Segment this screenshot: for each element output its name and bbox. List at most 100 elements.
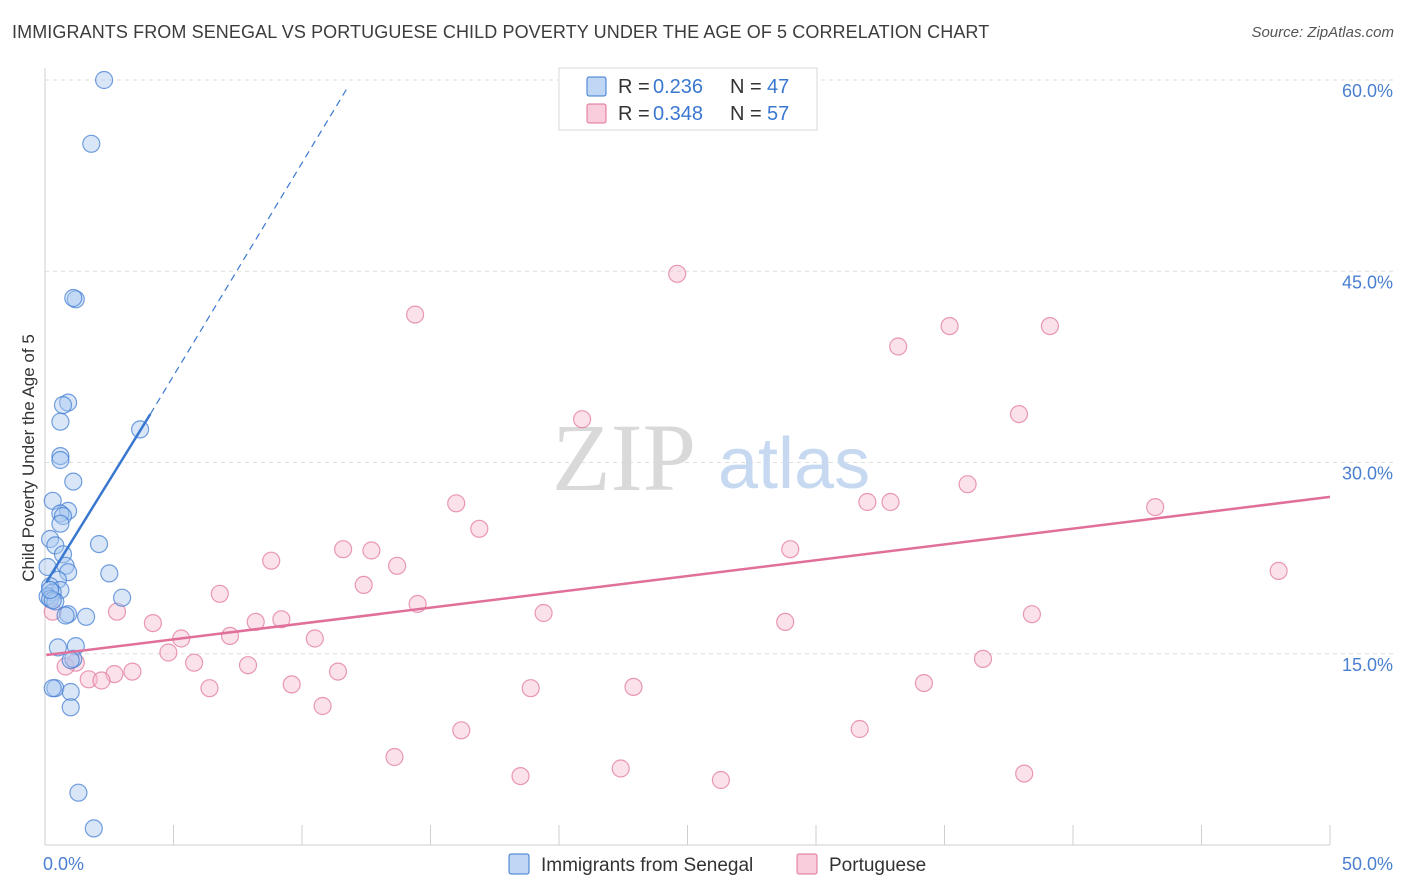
legend-n-label: N =: [730, 76, 762, 98]
point-portuguese: [272, 610, 291, 629]
grid-lines: [45, 79, 1395, 655]
legend-r-value: 0.348: [653, 103, 703, 125]
legend-r-label: R =: [618, 103, 650, 125]
point-portuguese: [447, 494, 466, 513]
point-senegal: [51, 412, 70, 431]
chart-title: IMMIGRANTS FROM SENEGAL VS PORTUGUESE CH…: [12, 22, 990, 42]
point-portuguese: [958, 475, 977, 494]
legend-n-value: 47: [767, 76, 789, 98]
point-portuguese: [385, 747, 404, 767]
watermark-zip: ZIP: [552, 404, 696, 511]
point-portuguese: [210, 584, 229, 603]
axes: [44, 68, 1331, 846]
point-portuguese: [940, 317, 959, 336]
point-portuguese: [1040, 317, 1060, 336]
x-tick-label: 50.0%: [1342, 854, 1393, 874]
y-axis-label: Child Poverty Under the Age of 5: [19, 334, 38, 582]
point-senegal: [48, 638, 68, 657]
point-senegal: [89, 534, 109, 554]
legend-swatch-senegal: [586, 76, 607, 97]
point-portuguese: [534, 603, 553, 623]
point-portuguese: [354, 575, 373, 595]
point-portuguese: [123, 662, 142, 681]
point-portuguese: [200, 679, 219, 698]
y-tick-label: 15.0%: [1342, 655, 1393, 675]
series-swatch-portuguese: [796, 853, 818, 875]
point-senegal: [94, 70, 114, 90]
legend-swatch-portuguese: [586, 103, 607, 124]
point-portuguese: [159, 643, 178, 662]
legend-n-value: 57: [767, 103, 789, 125]
point-portuguese: [881, 492, 900, 512]
point-portuguese: [858, 492, 877, 512]
point-senegal: [61, 682, 80, 702]
legend-n-label: N =: [730, 103, 762, 125]
trend-lines: [45, 86, 1331, 657]
point-portuguese: [107, 602, 127, 621]
point-senegal: [51, 514, 70, 533]
point-portuguese: [711, 770, 731, 790]
point-portuguese: [282, 675, 301, 694]
point-portuguese: [313, 696, 332, 716]
point-senegal: [56, 606, 75, 625]
point-portuguese: [362, 541, 381, 560]
legend-r-label: R =: [618, 76, 650, 98]
point-portuguese: [973, 649, 993, 669]
point-portuguese: [572, 410, 592, 429]
legend-r-value: 0.236: [653, 76, 703, 98]
point-portuguese: [521, 679, 540, 698]
stats-legend: R = 0.236 N = 47 R = 0.348 N = 57: [558, 67, 818, 131]
point-portuguese: [668, 264, 687, 283]
watermark-atlas: atlas: [718, 424, 870, 504]
point-portuguese: [305, 629, 324, 648]
point-portuguese: [1009, 405, 1029, 424]
series-legend: Immigrants from Senegal Portuguese: [508, 853, 926, 876]
point-portuguese: [1015, 764, 1034, 783]
point-senegal: [84, 819, 103, 838]
point-portuguese: [220, 626, 240, 646]
point-portuguese: [406, 305, 425, 324]
point-senegal: [61, 650, 80, 670]
point-portuguese: [262, 551, 281, 570]
point-senegal: [43, 679, 62, 698]
point-portuguese: [511, 766, 530, 786]
point-senegal: [82, 134, 101, 153]
point-portuguese: [850, 719, 869, 739]
point-senegal: [58, 563, 78, 582]
point-portuguese: [92, 671, 111, 690]
point-senegal: [40, 580, 60, 600]
point-portuguese: [1269, 561, 1288, 581]
point-senegal: [64, 288, 83, 308]
series-label-senegal: Immigrants from Senegal: [541, 855, 753, 876]
point-portuguese: [1022, 605, 1042, 624]
point-portuguese: [452, 721, 471, 740]
y-tick-label: 45.0%: [1342, 272, 1393, 292]
point-portuguese: [1146, 498, 1165, 517]
tick-labels: 15.0% 30.0% 45.0% 60.0% 0.0% 50.0%: [43, 81, 1393, 874]
y-tick-label: 60.0%: [1342, 81, 1393, 101]
point-portuguese: [611, 759, 630, 778]
point-portuguese: [781, 540, 800, 559]
point-portuguese: [328, 662, 348, 681]
point-portuguese: [334, 540, 353, 559]
point-senegal: [53, 396, 73, 415]
point-portuguese: [624, 677, 643, 697]
point-senegal: [76, 607, 96, 626]
point-portuguese: [470, 519, 489, 538]
series-swatch-senegal: [508, 853, 530, 875]
point-senegal: [51, 447, 70, 466]
point-senegal: [61, 698, 80, 717]
point-senegal: [51, 450, 70, 470]
point-portuguese: [185, 653, 204, 672]
point-portuguese: [914, 673, 934, 693]
point-senegal: [51, 504, 70, 523]
point-senegal: [69, 783, 88, 802]
point-portuguese: [776, 612, 795, 632]
point-portuguese: [238, 656, 258, 675]
y-tick-label: 30.0%: [1342, 464, 1393, 484]
data-points: [38, 70, 1288, 838]
point-senegal: [112, 588, 132, 607]
trend-portuguese: [46, 495, 1331, 657]
point-senegal: [58, 393, 78, 412]
